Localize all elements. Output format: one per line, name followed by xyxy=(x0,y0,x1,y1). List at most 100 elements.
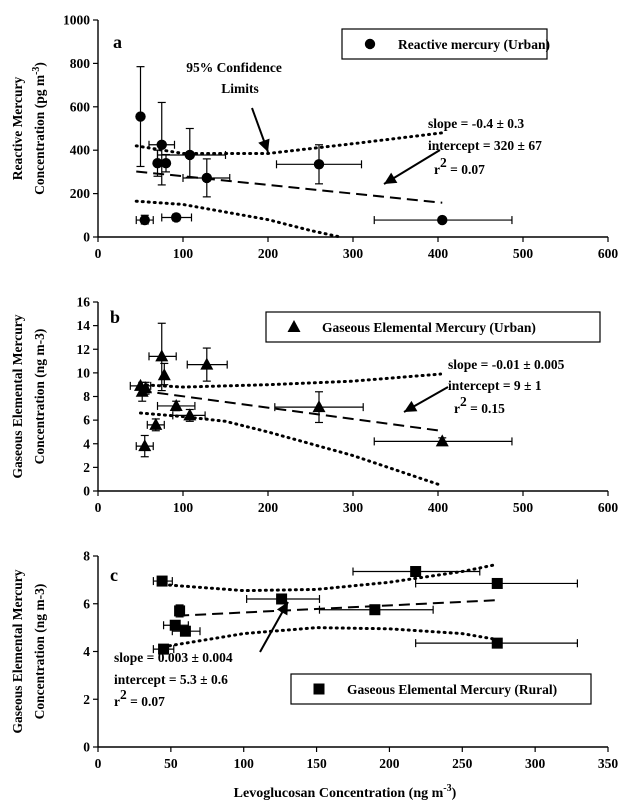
data-point xyxy=(146,417,165,432)
panel-a: 0 100 200 300 400 500 600 0 200 400 600 800 1000 Reac… xyxy=(10,13,618,262)
y-tick-label: 14 xyxy=(77,318,91,333)
regression-line xyxy=(136,170,443,204)
triangle-marker xyxy=(183,408,197,421)
y-axis-label: Gaseous Elemental Mercury xyxy=(10,569,25,733)
r-squared-text: r2 = 0.07 xyxy=(434,155,485,177)
data-point xyxy=(318,604,434,616)
confidence-annotation-line2: Limits xyxy=(221,81,259,96)
x-tick-label: 100 xyxy=(234,756,255,771)
circle-marker xyxy=(152,158,163,169)
y-tick-label: 2 xyxy=(83,460,90,475)
intercept-text: intercept = 5.3 ± 0.6 xyxy=(114,672,228,687)
square-marker xyxy=(156,575,168,587)
legend-marker xyxy=(364,38,376,50)
legend: Gaseous Elemental Mercury (Urban) xyxy=(265,311,601,343)
circle-marker xyxy=(135,111,146,122)
triangle-marker xyxy=(149,417,163,430)
data-point xyxy=(135,214,154,226)
legend-marker xyxy=(313,683,325,695)
y-tick-label: 10 xyxy=(77,365,91,380)
slope-text: slope = -0.4 ± 0.3 xyxy=(428,116,524,131)
data-point xyxy=(172,408,206,422)
x-tick-label: 100 xyxy=(173,246,194,261)
x-tick-label: 600 xyxy=(598,246,619,261)
regression-arrow-head xyxy=(276,602,288,616)
circle-marker xyxy=(184,149,195,161)
data-point xyxy=(152,643,175,655)
regression-arrow-head xyxy=(404,400,418,412)
data-point xyxy=(415,577,579,589)
y-tick-label: 8 xyxy=(83,549,90,564)
x-tick-label: 150 xyxy=(306,756,327,771)
triangle-marker xyxy=(157,368,171,381)
data-point xyxy=(373,214,513,226)
data-point xyxy=(171,625,201,637)
data-point xyxy=(274,391,364,424)
confidence-limit-upper xyxy=(139,372,443,389)
data-point xyxy=(174,604,186,618)
y-tick-label: 4 xyxy=(83,436,90,451)
data-point xyxy=(186,347,228,382)
square-marker xyxy=(179,625,191,637)
confidence-limit-lower xyxy=(162,626,499,649)
x-tick-label: 250 xyxy=(452,756,473,771)
data-point xyxy=(157,362,171,386)
data-point xyxy=(156,127,227,178)
triangle-marker xyxy=(138,439,152,452)
intercept-text: intercept = 320 ± 67 xyxy=(428,138,542,153)
square-marker xyxy=(410,566,422,578)
legend-box xyxy=(265,311,601,343)
panel-b: 0 100 200 300 400 500 600 0 2 4 6 8 10 12 14 16 Gaseous … xyxy=(10,295,618,516)
y-tick-label: 600 xyxy=(70,99,91,114)
confidence-limit-lower xyxy=(134,199,342,239)
legend-label: Gaseous Elemental Mercury (Urban) xyxy=(322,320,536,335)
y-tick-label: 0 xyxy=(83,230,90,245)
r-squared-text: r2 = 0.07 xyxy=(114,687,165,709)
x-tick-label: 300 xyxy=(525,756,546,771)
triangle-marker xyxy=(155,349,169,362)
regression-arrow xyxy=(259,601,289,653)
data-point xyxy=(352,566,481,578)
y-tick-label: 400 xyxy=(70,143,91,158)
x-tick-label: 0 xyxy=(95,246,102,261)
data-point xyxy=(148,101,176,186)
annotation-arrow xyxy=(251,107,270,153)
x-tick-label: 200 xyxy=(258,246,279,261)
data-point xyxy=(182,158,231,198)
x-tick-label: 50 xyxy=(164,756,178,771)
data-point xyxy=(161,212,193,223)
x-axis-label: Levoglucosan Concentration (ng m-3) xyxy=(234,783,457,801)
y-tick-label: 4 xyxy=(83,644,90,659)
data-point xyxy=(160,153,172,173)
x-tick-label: 600 xyxy=(598,500,619,515)
triangle-marker xyxy=(169,398,183,411)
confidence-limit-upper xyxy=(134,131,444,155)
square-marker xyxy=(158,643,170,655)
regression-arrow xyxy=(383,149,441,185)
legend: Gaseous Elemental Mercury (Rural) xyxy=(290,673,592,705)
panel-c: 0 50 100 150 200 250 300 350 0 2 4 6 8 Gaseous Elemen… xyxy=(10,549,618,802)
annotation-arrow-head xyxy=(258,138,270,152)
y-axis-label: Gaseous Elemental Mercury xyxy=(10,314,25,478)
y-tick-label: 6 xyxy=(83,596,90,611)
triangle-marker xyxy=(312,400,326,413)
r-squared-text: r2 = 0.15 xyxy=(454,394,505,416)
regression-arrow-head xyxy=(384,172,398,184)
y-axis-label: Concentration (ng m-3) xyxy=(32,584,47,720)
circle-marker xyxy=(171,212,182,223)
panel-label: b xyxy=(110,307,120,327)
x-tick-label: 500 xyxy=(513,246,534,261)
regression-line xyxy=(140,389,441,432)
y-tick-label: 200 xyxy=(70,186,91,201)
x-tick-label: 400 xyxy=(428,246,449,261)
triangle-marker xyxy=(435,434,449,447)
x-tick-label: 300 xyxy=(343,246,364,261)
x-tick-label: 0 xyxy=(95,756,102,771)
square-marker xyxy=(369,604,381,616)
y-tick-label: 6 xyxy=(83,413,90,428)
data-point xyxy=(135,434,154,458)
square-marker xyxy=(276,593,288,605)
square-marker xyxy=(491,637,503,649)
data-point xyxy=(415,637,579,649)
